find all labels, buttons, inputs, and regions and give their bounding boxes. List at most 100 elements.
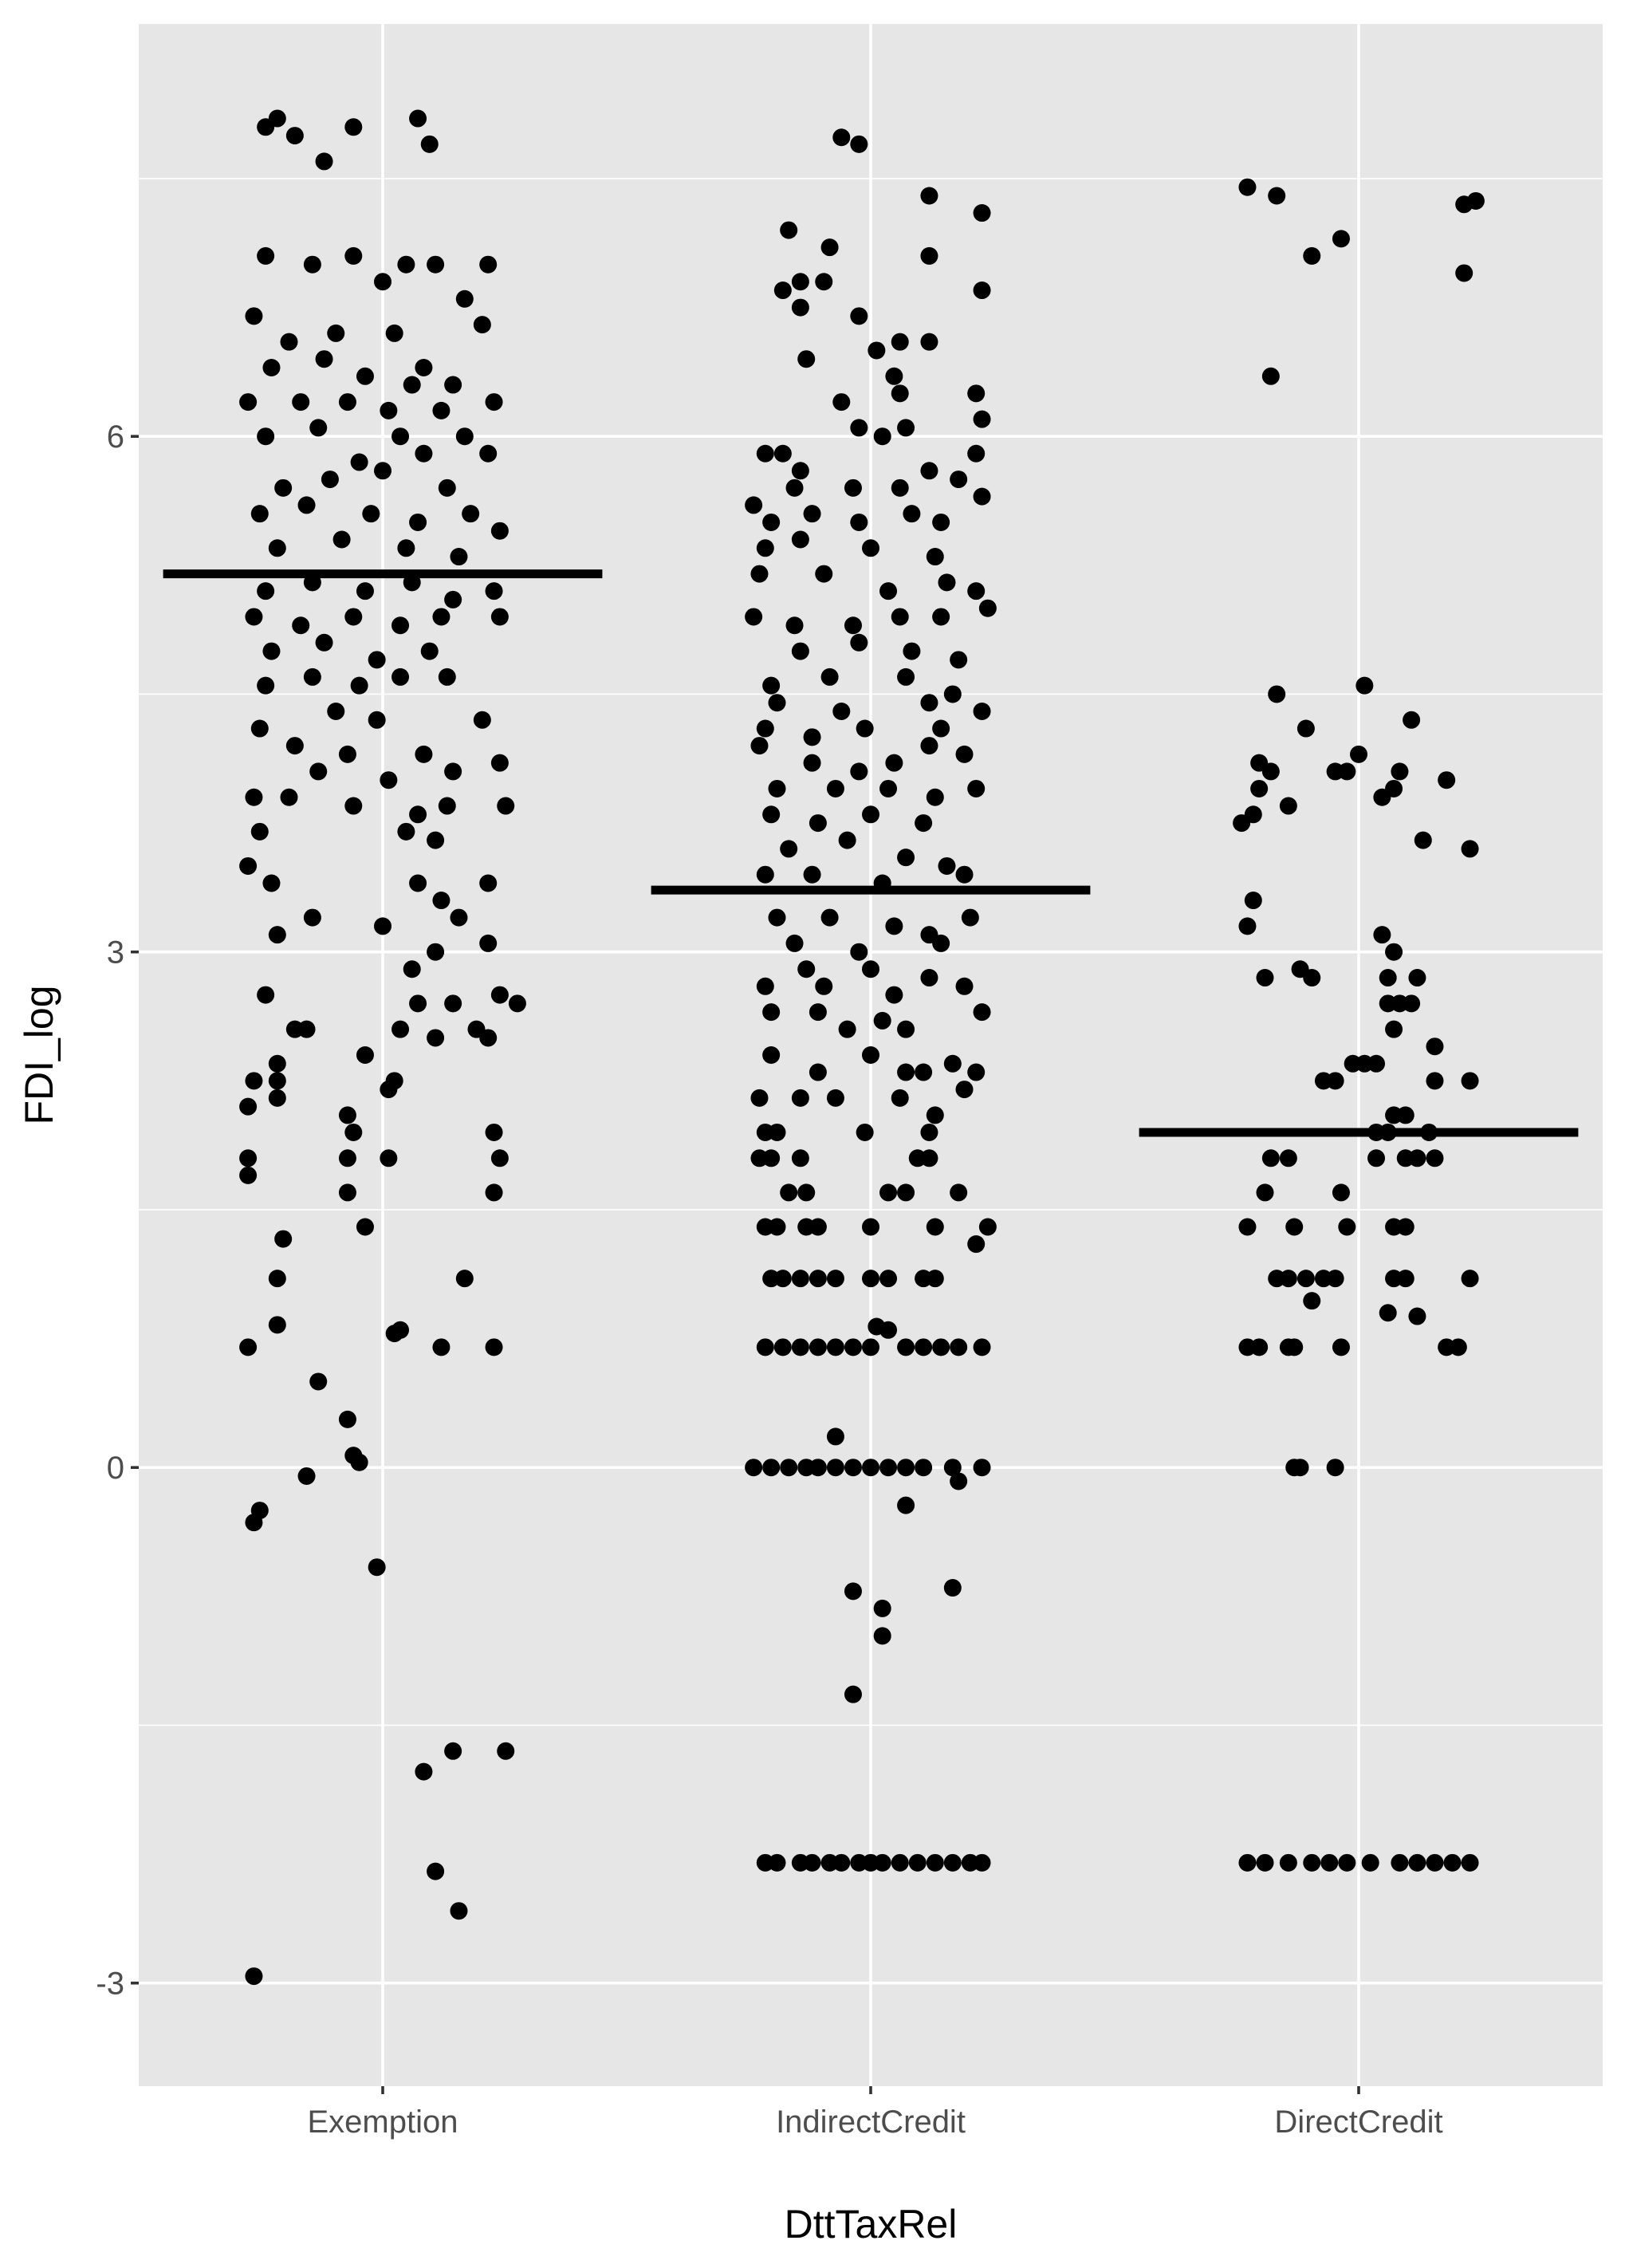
data-point: [1466, 191, 1485, 210]
data-point: [879, 1459, 898, 1477]
data-point: [280, 333, 298, 351]
data-point: [756, 1338, 774, 1356]
data-point: [820, 667, 839, 686]
data-point: [268, 1316, 286, 1334]
data-point: [262, 642, 281, 660]
data-point: [903, 642, 921, 660]
data-point: [1261, 367, 1280, 385]
data-point: [756, 444, 774, 463]
data-point: [897, 1183, 915, 1202]
data-point: [250, 505, 269, 523]
data-point: [250, 822, 269, 841]
data-point: [239, 1149, 258, 1167]
data-point: [245, 1967, 263, 1986]
data-point: [415, 745, 433, 763]
data-point: [338, 1106, 356, 1124]
data-point: [415, 1762, 433, 1781]
data-point: [773, 1338, 792, 1356]
data-point: [785, 478, 804, 497]
data-point: [768, 694, 786, 712]
data-point: [485, 393, 503, 411]
data-point: [315, 152, 333, 171]
data-point: [832, 1853, 851, 1872]
data-point: [897, 1338, 915, 1356]
data-point: [444, 762, 462, 781]
data-point: [791, 273, 809, 291]
data-point: [397, 822, 415, 841]
data-point: [762, 513, 781, 531]
data-point: [809, 1338, 827, 1356]
data-point: [344, 797, 363, 815]
data-point: [768, 1218, 786, 1236]
data-point: [327, 324, 345, 342]
data-point: [1326, 1270, 1344, 1288]
data-point: [920, 737, 938, 755]
data-point: [791, 298, 809, 317]
data-point: [1379, 1304, 1397, 1322]
data-point: [926, 1106, 944, 1124]
data-point: [245, 788, 263, 806]
data-point: [915, 1338, 933, 1356]
data-point: [479, 1029, 498, 1047]
data-point: [785, 934, 804, 952]
data-point: [955, 977, 974, 995]
data-point: [274, 478, 293, 497]
data-point: [420, 135, 439, 153]
data-point: [850, 135, 868, 153]
data-point: [826, 1338, 844, 1356]
data-point: [450, 908, 468, 927]
data-point: [756, 865, 774, 884]
data-point: [344, 246, 363, 265]
data-point: [973, 282, 991, 300]
data-point: [897, 849, 915, 867]
data-point: [920, 333, 938, 351]
data-point: [780, 221, 798, 239]
data-point: [791, 1270, 809, 1288]
data-point: [832, 393, 851, 411]
data-point: [773, 1270, 792, 1288]
data-point: [938, 573, 956, 592]
data-point: [879, 1183, 898, 1202]
data-point: [1449, 1338, 1467, 1356]
y-tick-label: 0: [107, 1451, 124, 1486]
data-point: [897, 1063, 915, 1081]
data-point: [932, 513, 950, 531]
data-point: [820, 238, 839, 257]
data-point: [862, 1218, 879, 1236]
data-point: [891, 478, 909, 497]
data-point: [1338, 1853, 1356, 1872]
data-point: [1403, 994, 1421, 1013]
data-point: [756, 977, 774, 995]
data-point: [344, 608, 363, 626]
data-point: [303, 255, 321, 274]
data-point: [1426, 1038, 1444, 1056]
data-point: [485, 582, 503, 600]
data-point: [1303, 1853, 1321, 1872]
data-point: [1296, 1270, 1315, 1288]
data-point: [1461, 840, 1479, 858]
data-point: [809, 1003, 827, 1022]
data-point: [327, 703, 345, 720]
data-point: [1385, 1020, 1403, 1038]
data-point: [350, 1453, 368, 1471]
data-point: [885, 986, 903, 1004]
data-point: [885, 754, 903, 772]
data-point: [1285, 1338, 1304, 1356]
data-point: [268, 1089, 286, 1107]
data-point: [1332, 1338, 1350, 1356]
data-point: [285, 737, 304, 755]
data-point: [873, 1627, 891, 1645]
data-point: [797, 960, 816, 978]
data-point: [1261, 762, 1280, 781]
data-point: [485, 1338, 503, 1356]
data-point: [915, 1459, 933, 1477]
data-point: [838, 1020, 856, 1038]
data-point: [973, 703, 991, 720]
data-point: [268, 1270, 286, 1288]
data-point: [768, 908, 786, 927]
data-point: [785, 616, 804, 635]
data-point: [850, 513, 868, 531]
data-point: [903, 505, 921, 523]
data-point: [409, 994, 427, 1013]
data-point: [1250, 779, 1269, 797]
